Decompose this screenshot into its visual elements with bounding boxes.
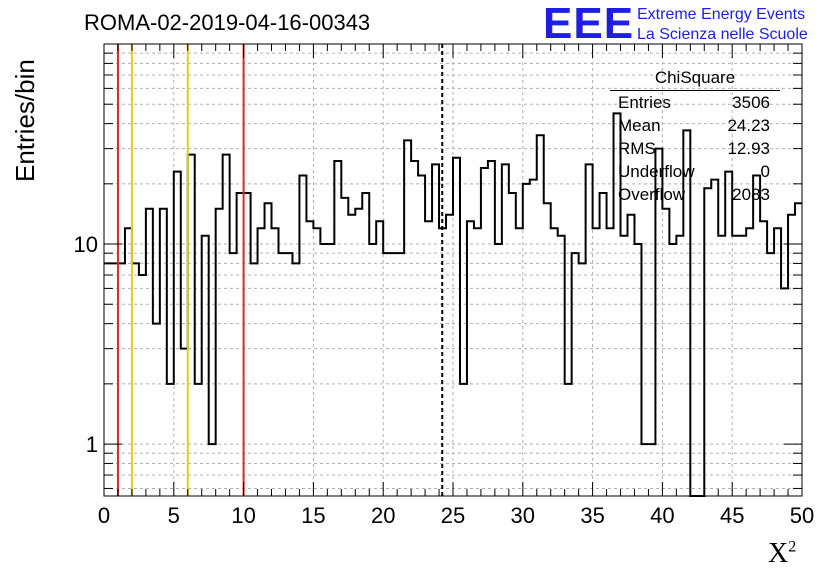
logo-line-2: La Scienza nelle Scuole — [637, 26, 808, 43]
stats-title: ChiSquare — [610, 68, 780, 91]
x-tick-label: 15 — [301, 503, 325, 528]
x-tick-label: 10 — [231, 503, 255, 528]
x-axis-label: X2 — [768, 538, 797, 569]
x-tick-label: 50 — [790, 503, 814, 528]
stats-row-rms: RMS 12.93 — [618, 139, 770, 158]
x-tick-label: 5 — [168, 503, 180, 528]
y-tick-label: 10 — [74, 232, 98, 257]
x-tick-label: 35 — [580, 503, 604, 528]
eee-logo: EEE — [543, 0, 635, 48]
histogram-series — [104, 112, 802, 497]
y-axis-label: Entries/bin — [10, 59, 40, 182]
stats-box: ChiSquare Entries 3506 Mean 24.23 RMS 12… — [610, 68, 780, 206]
x-tick-label: 25 — [441, 503, 465, 528]
stats-row-mean: Mean 24.23 — [618, 116, 770, 135]
x-tick-label: 20 — [371, 503, 395, 528]
stats-row-entries: Entries 3506 — [618, 93, 770, 112]
x-tick-label: 0 — [98, 503, 110, 528]
y-tick-label: 1 — [86, 432, 98, 457]
stats-row-underflow: Underflow 0 — [618, 162, 770, 181]
x-tick-label: 40 — [650, 503, 674, 528]
logo-line-1: Extreme Energy Events — [637, 6, 806, 23]
x-tick-label: 45 — [720, 503, 744, 528]
x-tick-label: 30 — [511, 503, 535, 528]
stats-row-overflow: Overflow 2083 — [618, 185, 770, 204]
chart-title: ROMA-02-2019-04-16-00343 — [84, 10, 371, 35]
